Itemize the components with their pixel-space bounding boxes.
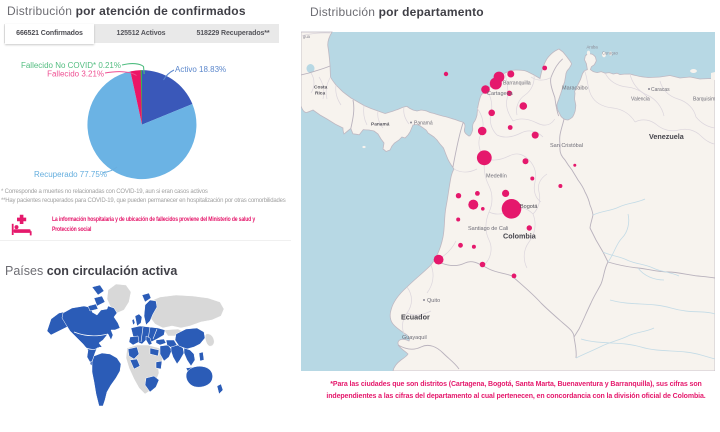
svg-text:Guayaquil: Guayaquil <box>402 335 427 341</box>
svg-text:Bogotá: Bogotá <box>520 204 538 210</box>
svg-text:Ecuador: Ecuador <box>401 313 430 322</box>
svg-text:Rica: Rica <box>315 91 325 97</box>
svg-text:Curaçao: Curaçao <box>602 51 618 56</box>
svg-text:Cartagena: Cartagena <box>487 91 514 97</box>
svg-text:Valencia: Valencia <box>631 97 650 103</box>
svg-text:Fallecido No COVID* 0.21%: Fallecido No COVID* 0.21% <box>21 61 121 70</box>
svg-text:Quito: Quito <box>427 298 440 304</box>
svg-text:Venezuela: Venezuela <box>649 132 685 141</box>
svg-text:Barranquilla: Barranquilla <box>503 81 531 87</box>
svg-text:Barquisimeto: Barquisimeto <box>693 97 715 103</box>
svg-text:Panamá: Panamá <box>371 122 390 128</box>
svg-text:Recuperado 77.75%: Recuperado 77.75% <box>34 170 107 179</box>
svg-text:Caracas: Caracas <box>651 87 670 93</box>
svg-text:Medellín: Medellín <box>486 174 507 180</box>
svg-text:Maracaibo: Maracaibo <box>562 86 588 92</box>
svg-text:Panamá: Panamá <box>414 121 433 127</box>
svg-text:Aruba: Aruba <box>587 45 599 50</box>
svg-text:Costa: Costa <box>314 85 328 91</box>
svg-text:Fallecido 3.21%: Fallecido 3.21% <box>47 70 104 79</box>
svg-text:Activo 18.83%: Activo 18.83% <box>175 65 226 74</box>
svg-text:San Cristóbal: San Cristóbal <box>550 143 583 149</box>
svg-text:Santiago de Cali: Santiago de Cali <box>468 226 508 232</box>
svg-text:gua: gua <box>303 34 311 39</box>
svg-text:Colombia: Colombia <box>503 232 537 241</box>
